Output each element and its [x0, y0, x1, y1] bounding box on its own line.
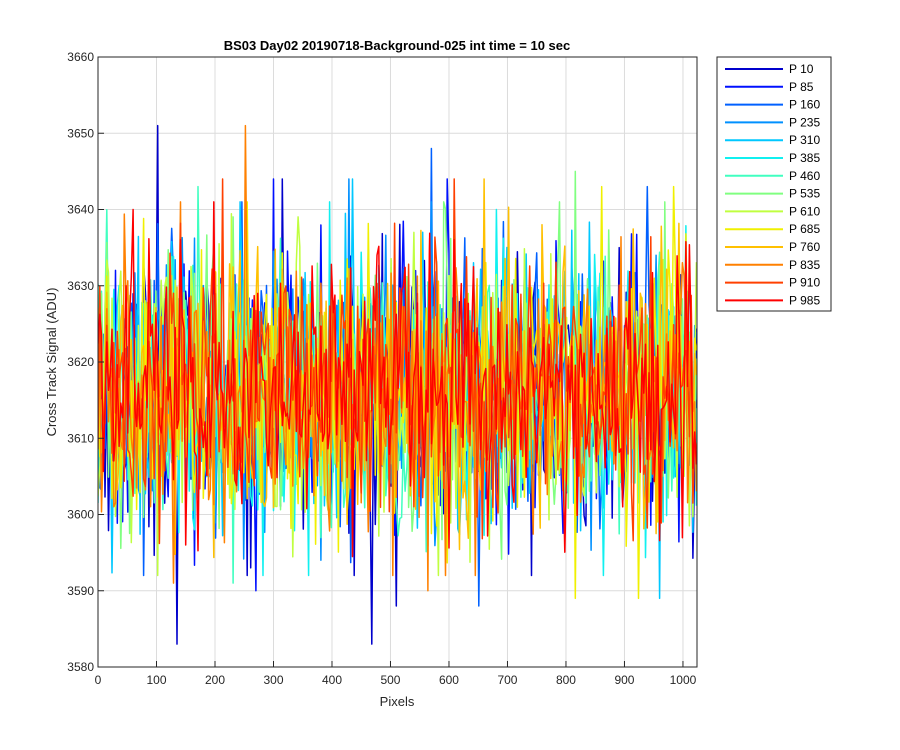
chart-title: BS03 Day02 20190718-Background-025 int t… [224, 38, 571, 53]
legend-entry-label: P 910 [789, 276, 820, 290]
y-tick-label: 3600 [67, 508, 94, 522]
legend-entry-label: P 760 [789, 240, 820, 254]
legend-entry-label: P 985 [789, 293, 820, 307]
x-axis-label: Pixels [380, 694, 415, 709]
x-tick-label: 100 [146, 673, 166, 687]
y-axis-ticks: 3580 3590 3600 3610 3620 3630 3640 3650 3660 [67, 50, 104, 674]
legend-entry-label: P 535 [789, 187, 820, 201]
legend-entry-label: P 610 [789, 204, 820, 218]
series-layer [98, 124, 697, 645]
legend-entry-label: P 160 [789, 98, 820, 112]
x-tick-label: 700 [497, 673, 517, 687]
y-tick-label: 3620 [67, 355, 94, 369]
x-axis-ticks: 0 100 200 300 400 500 600 700 800 900 1000 [95, 661, 697, 687]
x-tick-label: 400 [322, 673, 342, 687]
series-line [98, 201, 697, 558]
y-tick-label: 3630 [67, 279, 94, 293]
legend-entry-label: P 835 [789, 258, 820, 272]
legend-entry-label: P 460 [789, 169, 820, 183]
legend-entry-label: P 385 [789, 151, 820, 165]
x-tick-label: 600 [439, 673, 459, 687]
x-tick-label: 300 [263, 673, 283, 687]
y-tick-label: 3650 [67, 126, 94, 140]
legend-entry-label: P 85 [789, 80, 814, 94]
legend-entry-label: P 235 [789, 115, 820, 129]
y-tick-label: 3580 [67, 660, 94, 674]
legend-entry-label: P 310 [789, 133, 820, 147]
legend: P 10 P 85 P 160 P 235 P 310 P 385 P 460 P 535 P … [716, 56, 832, 312]
legend-entry-label: P 10 [789, 62, 814, 76]
x-tick-label: 500 [380, 673, 400, 687]
x-tick-label: 1000 [670, 673, 697, 687]
y-tick-label: 3640 [67, 203, 94, 217]
x-tick-label: 900 [614, 673, 634, 687]
x-tick-label: 0 [95, 673, 102, 687]
x-tick-label: 800 [556, 673, 576, 687]
plot-axes: 0 100 200 300 400 500 600 700 800 900 1000 3580 359… [67, 50, 698, 687]
legend-entry-label: P 685 [789, 222, 820, 236]
y-tick-label: 3590 [67, 584, 94, 598]
legend-box [716, 56, 832, 312]
y-axis-label: Cross Track Signal (ADU) [44, 288, 59, 437]
y-tick-label: 3610 [67, 431, 94, 445]
y-tick-label: 3660 [67, 50, 94, 64]
x-tick-label: 200 [205, 673, 225, 687]
